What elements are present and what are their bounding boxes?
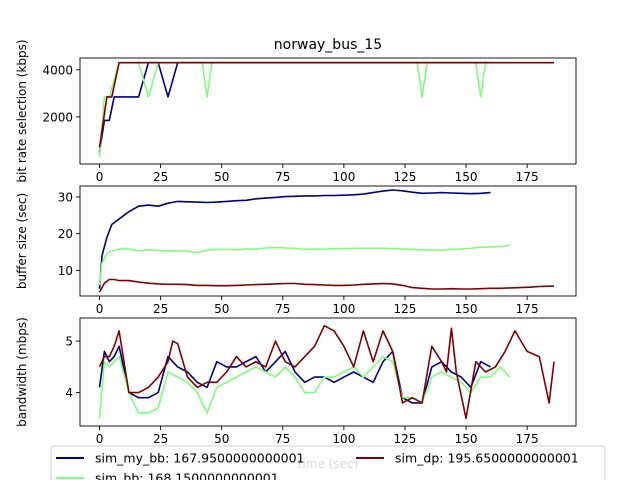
- x-tick-label: 0: [96, 170, 104, 184]
- x-tick-label: 50: [214, 302, 229, 316]
- y-tick-label: 20: [58, 227, 73, 241]
- series-line-sim_dp: [98, 324, 555, 420]
- series-line-sim_my_bb: [98, 189, 491, 289]
- x-tick-label: 50: [214, 170, 229, 184]
- x-tick-label: 100: [332, 432, 355, 446]
- legend-label-sim_dp: sim_dp: 195.6500000000001: [395, 451, 579, 466]
- legend-label-sim_my_bb: sim_my_bb: 167.9500000000001: [95, 451, 305, 466]
- series-line-sim_dp: [98, 61, 554, 148]
- x-tick-label: 175: [516, 432, 539, 446]
- x-tick-label: 125: [394, 302, 417, 316]
- x-tick-label: 125: [394, 432, 417, 446]
- series-line-sim_bb: [98, 244, 511, 286]
- y-tick-label: 30: [58, 191, 73, 205]
- x-tick-label: 125: [394, 170, 417, 184]
- panel-2: 0 25 50 75 100 125 150 175 10 20 30 buffer size (se…: [15, 185, 577, 316]
- y-axis-label: bandwidth (mbps): [15, 317, 29, 427]
- x-tick-label: 25: [153, 302, 168, 316]
- x-tick-label: 100: [332, 170, 355, 184]
- y-axis-label: buffer size (sec): [15, 193, 29, 289]
- axes-frame: [79, 317, 577, 427]
- x-tick-label: 150: [455, 432, 478, 446]
- y-axis-label: bit rate selection (kbps): [15, 39, 29, 182]
- x-tick-label: 175: [516, 170, 539, 184]
- series-line-sim_my_bb: [98, 345, 491, 404]
- y-tick-label: 10: [58, 264, 73, 278]
- x-tick-label: 0: [96, 432, 104, 446]
- legend: sim_my_bb: 167.9500000000001 sim_bb: 168.…: [50, 445, 606, 480]
- x-tick-label: 50: [214, 432, 229, 446]
- x-tick-label: 75: [275, 302, 290, 316]
- panel-1: 0 25 50 75 100 125 150 175 2000 4000 bit rate sele…: [15, 39, 577, 184]
- panel-3: 0 25 50 75 100 125 150 175 4 5 bandwidth (mbps): [15, 317, 577, 446]
- x-tick-label: 25: [153, 170, 168, 184]
- axes-frame: [79, 185, 577, 297]
- y-tick-label: 2000: [42, 110, 73, 124]
- series-line-sim_bb: [98, 355, 511, 419]
- x-tick-label: 150: [455, 170, 478, 184]
- x-tick-label: 75: [275, 432, 290, 446]
- series-line-sim_bb: [98, 61, 510, 157]
- x-tick-label: 175: [516, 302, 539, 316]
- axes-frame: [79, 57, 577, 165]
- x-tick-label: 100: [332, 302, 355, 316]
- x-tick-label: 75: [275, 170, 290, 184]
- x-tick-label: 25: [153, 432, 168, 446]
- legend-box: [50, 445, 606, 480]
- y-tick-label: 4000: [42, 63, 73, 77]
- x-tick-label: 0: [96, 302, 104, 316]
- series-line-sim_dp: [98, 278, 555, 293]
- chart-title: norway_bus_15: [274, 37, 382, 53]
- y-tick-label: 4: [65, 386, 73, 400]
- legend-label-sim_bb: sim_bb: 168.1500000000001: [95, 471, 279, 480]
- x-tick-label: 150: [455, 302, 478, 316]
- series-line-sim_my_bb: [98, 61, 491, 153]
- y-tick-label: 5: [65, 335, 73, 349]
